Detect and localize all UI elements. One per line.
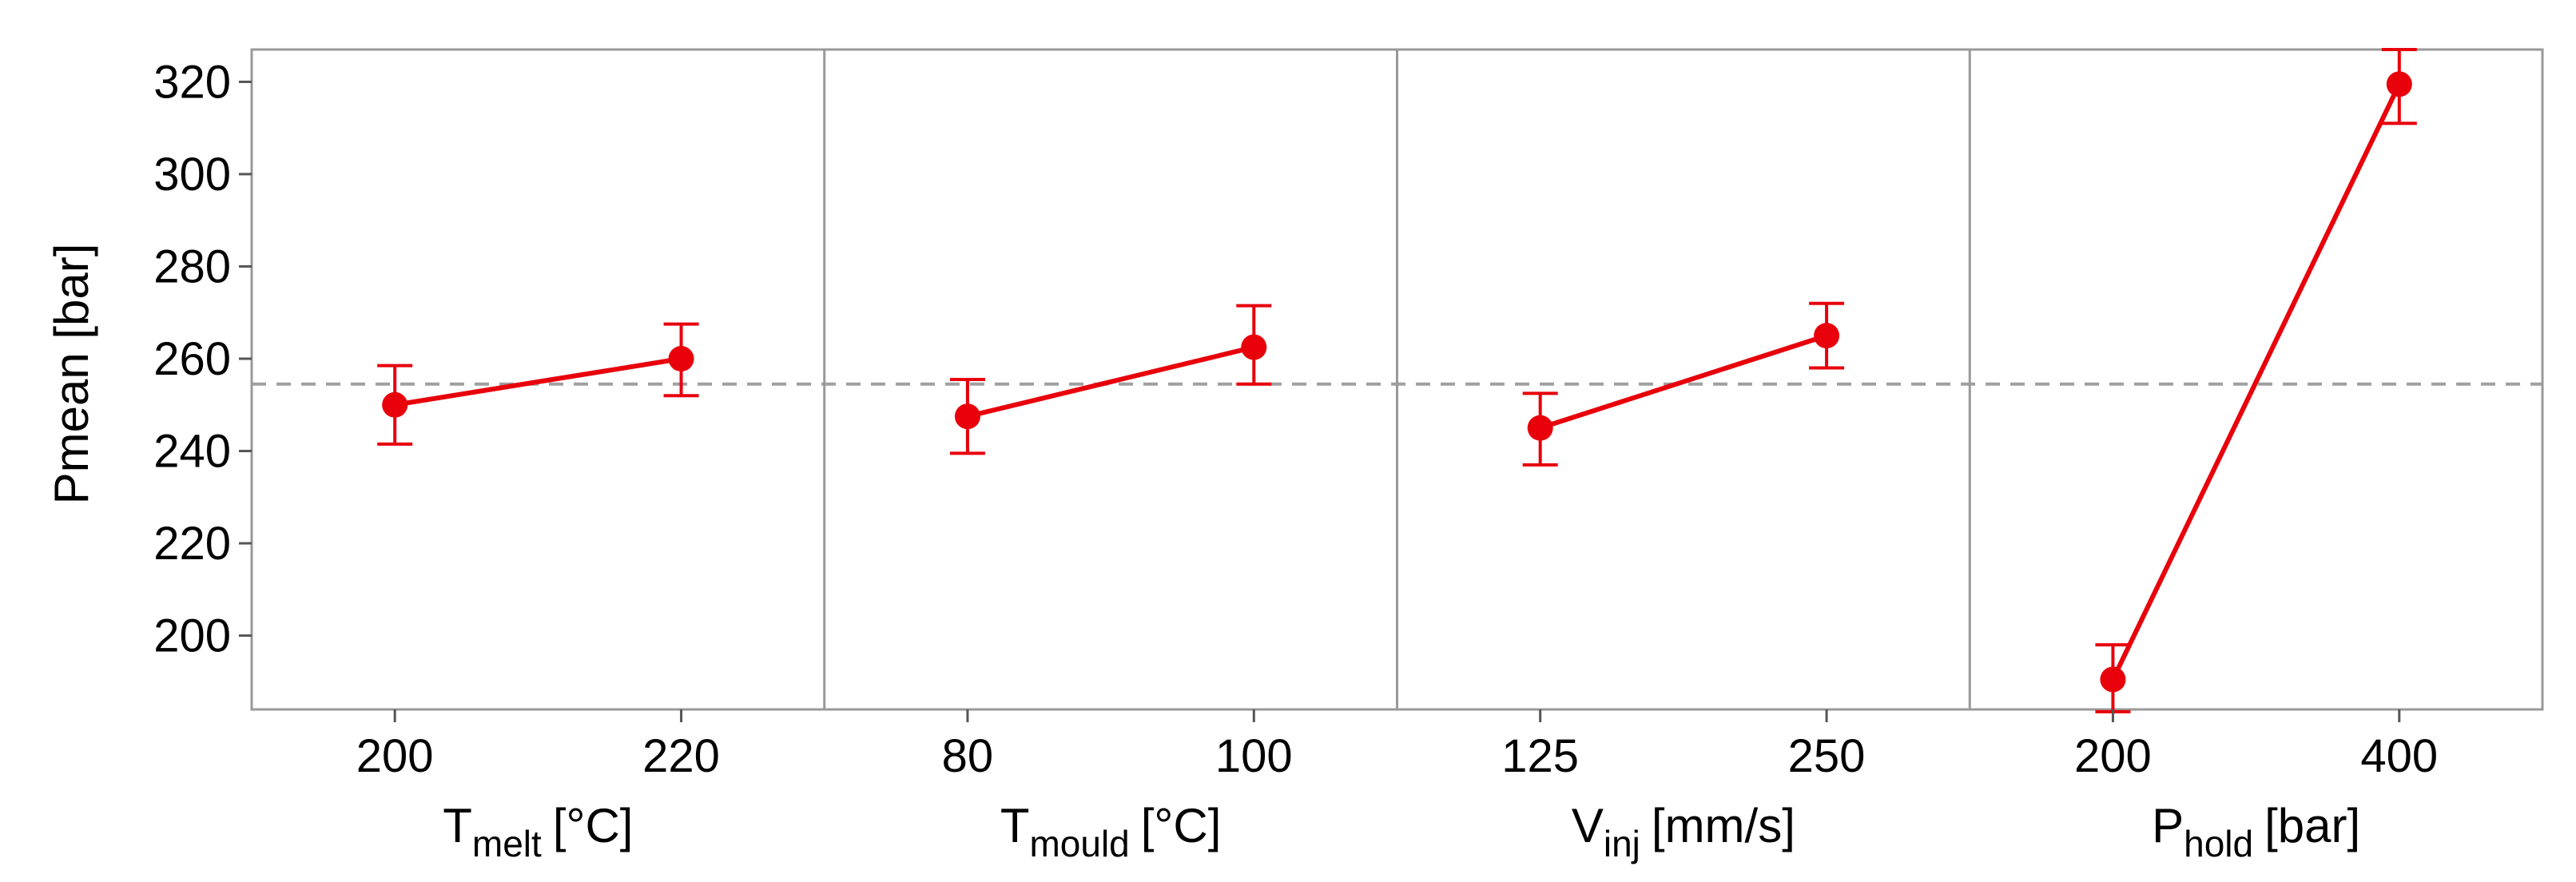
factor-symbol: T: [443, 799, 472, 852]
x-axis-label: Tmould [°C]: [1000, 799, 1222, 864]
factor-symbol: P: [2152, 799, 2184, 852]
series-line: [1539, 333, 1827, 431]
y-tick-label: 200: [153, 610, 231, 662]
x-tick-label: 80: [942, 730, 994, 782]
factor-unit: [mm/s]: [1652, 799, 1795, 852]
factor-symbol: V: [1572, 799, 1604, 852]
x-tick-label: 250: [1788, 730, 1866, 782]
series-line: [394, 356, 682, 407]
panel-borders: [250, 48, 2544, 711]
x-axis-label: Tmelt [°C]: [443, 799, 633, 864]
y-tick-label: 300: [153, 149, 231, 201]
factor-unit: [bar]: [2264, 799, 2360, 852]
x-tick-label: 200: [2074, 730, 2152, 782]
factor-subscript: melt: [472, 823, 542, 864]
mean-point: [2386, 71, 2412, 97]
factor-unit: [°C]: [553, 799, 634, 852]
y-tick-label: 320: [153, 56, 231, 108]
mean-point: [668, 346, 694, 372]
factor-subscript: inj: [1604, 823, 1640, 864]
mean-point: [1814, 323, 1840, 349]
series-line: [2110, 83, 2402, 681]
series-marks: [377, 48, 2417, 713]
x-tick-label: 400: [2360, 730, 2438, 782]
x-axis-label: Vinj [mm/s]: [1572, 799, 1795, 864]
mean-point: [2100, 666, 2126, 693]
mean-point: [1527, 415, 1553, 441]
x-tick-label: 125: [1501, 730, 1579, 782]
mean-point: [382, 391, 408, 418]
x-tick-label: 220: [642, 730, 720, 782]
factor-subscript: mould: [1029, 823, 1129, 864]
factor-unit: [°C]: [1141, 799, 1222, 852]
factor-subscript: hold: [2184, 823, 2253, 864]
y-tick-label: 240: [153, 426, 231, 478]
series-line: [967, 344, 1255, 419]
y-tick-label: 220: [153, 518, 231, 570]
x-tick-label: 200: [356, 730, 434, 782]
y-axis-label: Pmean [bar]: [45, 244, 98, 505]
y-tick-label: 260: [153, 333, 231, 385]
mean-point: [954, 403, 980, 430]
x-tick-label: 100: [1215, 730, 1293, 782]
y-axis: 200 220 240 260 280 300 320: [153, 56, 252, 662]
mean-point: [1241, 334, 1267, 360]
factor-symbol: T: [1000, 799, 1030, 852]
x-axes: 200 220 Tmelt [°C] 80 100 Tmould [°C] 125 250 Vinj…: [356, 709, 2438, 864]
x-axis-label: Phold [bar]: [2152, 799, 2360, 864]
y-tick-label: 280: [153, 240, 231, 292]
